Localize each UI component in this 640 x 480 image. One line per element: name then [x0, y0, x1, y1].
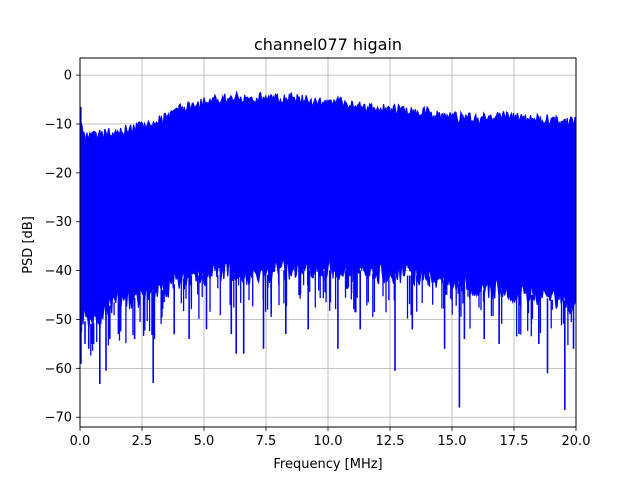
x-tick-label: 12.5: [376, 434, 405, 449]
x-tick-label: 7.5: [256, 434, 277, 449]
chart-title: channel077 higain: [254, 35, 402, 54]
y-tick-label: −30: [45, 215, 72, 230]
x-tick-label: 2.5: [132, 434, 153, 449]
x-tick-label: 17.5: [500, 434, 529, 449]
psd-series-upper-edge: [79, 90, 577, 143]
y-axis-label: PSD [dB]: [21, 216, 36, 274]
x-tick-label: 10.0: [314, 434, 343, 449]
psd-series-dips: [79, 106, 575, 410]
x-tick-label: 0.0: [70, 434, 91, 449]
x-axis-ticks: 0.0 2.5 5.0 7.5 10.0 12.5 15.0 17.5 20.0: [70, 427, 591, 449]
y-tick-label: −60: [45, 362, 72, 377]
x-axis-label: Frequency [MHz]: [273, 457, 382, 472]
y-axis-ticks: 0 −10 −20 −30 −40 −50 −60 −70: [45, 69, 80, 426]
psd-series-fill: [80, 92, 576, 330]
y-tick-label: 0: [64, 69, 72, 84]
y-tick-label: −70: [45, 411, 72, 426]
data-layer: [79, 90, 577, 410]
x-tick-label: 5.0: [194, 434, 215, 449]
y-tick-label: −20: [45, 166, 72, 181]
x-tick-label: 20.0: [562, 434, 591, 449]
x-tick-label: 15.0: [438, 434, 467, 449]
y-tick-label: −40: [45, 264, 72, 279]
y-tick-label: −50: [45, 313, 72, 328]
y-tick-label: −10: [45, 117, 72, 132]
